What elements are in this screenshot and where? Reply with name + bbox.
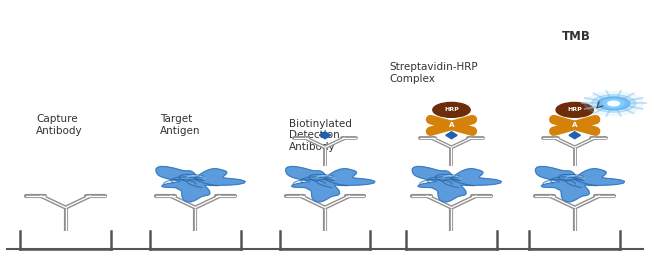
Circle shape (584, 92, 643, 115)
Text: HRP: HRP (444, 107, 459, 112)
Circle shape (597, 97, 630, 110)
Circle shape (433, 102, 470, 117)
Circle shape (592, 95, 636, 112)
Polygon shape (286, 166, 375, 202)
Polygon shape (412, 166, 501, 202)
Text: TMB: TMB (562, 30, 591, 43)
Text: Streptavidin-HRP
Complex: Streptavidin-HRP Complex (390, 62, 478, 84)
Text: Biotinylated
Detection
Antibody: Biotinylated Detection Antibody (289, 119, 352, 152)
Text: HRP: HRP (567, 107, 582, 112)
Circle shape (608, 101, 619, 106)
Circle shape (556, 102, 593, 117)
Polygon shape (569, 132, 580, 139)
Polygon shape (319, 132, 331, 139)
Text: Capture
Antibody: Capture Antibody (36, 114, 83, 136)
Polygon shape (536, 166, 625, 202)
Text: A: A (448, 122, 454, 128)
Text: A: A (572, 122, 577, 128)
Circle shape (603, 99, 624, 108)
Polygon shape (156, 166, 245, 202)
Text: Target
Antigen: Target Antigen (160, 114, 200, 136)
Polygon shape (446, 132, 457, 139)
